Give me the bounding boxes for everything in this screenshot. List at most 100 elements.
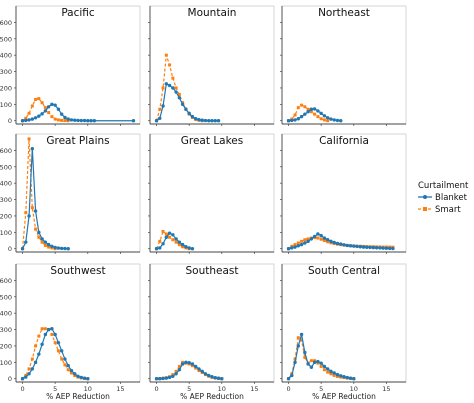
data-point-blanket bbox=[342, 375, 346, 379]
y-tick-label: 500 bbox=[0, 163, 12, 171]
data-point-blanket bbox=[158, 246, 162, 250]
data-point-blanket bbox=[213, 376, 217, 380]
data-point-blanket bbox=[69, 118, 74, 122]
data-point-blanket bbox=[79, 375, 83, 380]
data-point-blanket bbox=[73, 372, 77, 376]
data-point-smart bbox=[37, 235, 41, 239]
data-point-blanket bbox=[37, 352, 41, 356]
panel-title: Northeast bbox=[318, 7, 370, 19]
data-point-blanket bbox=[69, 368, 74, 373]
data-point-blanket bbox=[27, 118, 31, 122]
data-point-smart bbox=[161, 86, 165, 90]
legend: Curtailment Blanket Smart bbox=[418, 181, 469, 215]
x-axis-label: % AEP Reduction bbox=[312, 392, 376, 401]
y-tick-label: 300 bbox=[0, 68, 12, 76]
data-point-smart bbox=[177, 364, 181, 368]
data-point-blanket bbox=[184, 107, 188, 111]
panel-title: Pacific bbox=[61, 7, 95, 19]
y-tick-label: 0 bbox=[8, 117, 12, 125]
data-point-smart bbox=[66, 368, 70, 372]
data-point-smart bbox=[37, 334, 41, 338]
data-point-blanket bbox=[286, 119, 291, 123]
data-point-blanket bbox=[187, 246, 191, 250]
data-point-blanket bbox=[40, 112, 44, 116]
data-point-smart bbox=[34, 97, 38, 101]
data-point-blanket bbox=[24, 375, 28, 379]
panel-frame bbox=[15, 5, 141, 125]
panel-title: Mountain bbox=[188, 7, 237, 19]
y-tick-label: 300 bbox=[0, 326, 12, 334]
data-point-blanket bbox=[387, 246, 392, 251]
data-point-blanket bbox=[24, 240, 28, 244]
data-point-smart bbox=[50, 115, 54, 119]
data-point-blanket bbox=[322, 364, 327, 369]
data-point-blanket bbox=[171, 233, 175, 237]
data-point-blanket bbox=[161, 376, 165, 381]
data-point-blanket bbox=[355, 244, 359, 249]
data-point-blanket bbox=[303, 112, 307, 116]
data-point-blanket bbox=[86, 119, 90, 123]
facet-panel: Mountain bbox=[148, 5, 275, 126]
data-point-blanket bbox=[348, 376, 353, 380]
data-point-blanket bbox=[184, 360, 188, 365]
data-point-blanket bbox=[391, 246, 395, 251]
facet-panel: Great Plains0100200300400500600GW bbox=[0, 133, 141, 254]
data-point-blanket bbox=[345, 375, 349, 380]
data-point-blanket bbox=[40, 237, 44, 241]
data-point-smart bbox=[24, 211, 28, 215]
data-point-blanket bbox=[180, 362, 185, 366]
data-point-blanket bbox=[309, 365, 314, 369]
y-tick-label: 500 bbox=[0, 35, 12, 43]
y-tick-label: 300 bbox=[0, 196, 12, 204]
data-point-smart bbox=[309, 359, 313, 363]
data-point-blanket bbox=[213, 119, 217, 123]
panel-title: South Central bbox=[308, 265, 380, 277]
data-point-smart bbox=[303, 355, 307, 359]
data-point-blanket bbox=[306, 110, 310, 114]
data-point-blanket bbox=[43, 240, 48, 244]
data-point-smart bbox=[60, 118, 64, 122]
data-point-blanket bbox=[329, 369, 333, 374]
data-point-blanket bbox=[46, 327, 51, 332]
x-tick-label: 0 bbox=[20, 385, 24, 393]
data-point-blanket bbox=[207, 373, 211, 378]
data-point-smart bbox=[171, 76, 175, 80]
data-point-blanket bbox=[286, 247, 291, 251]
data-point-smart bbox=[293, 113, 297, 117]
data-point-smart bbox=[181, 245, 185, 249]
data-point-blanket bbox=[27, 372, 31, 376]
data-point-blanket bbox=[187, 360, 191, 365]
data-point-blanket bbox=[33, 209, 38, 213]
panel-title: California bbox=[319, 135, 369, 147]
legend-marker bbox=[423, 195, 427, 199]
data-point-blanket bbox=[158, 377, 162, 381]
legend-entry: Blanket bbox=[418, 193, 468, 203]
data-point-blanket bbox=[332, 240, 336, 245]
data-point-blanket bbox=[154, 119, 159, 123]
data-point-blanket bbox=[131, 119, 136, 123]
data-point-smart bbox=[300, 103, 304, 107]
data-point-blanket bbox=[66, 117, 70, 121]
data-point-blanket bbox=[180, 242, 185, 247]
data-point-blanket bbox=[161, 242, 165, 246]
data-point-blanket bbox=[161, 104, 165, 108]
data-point-blanket bbox=[325, 238, 330, 242]
data-point-blanket bbox=[319, 361, 323, 365]
data-point-blanket bbox=[193, 117, 198, 121]
data-point-blanket bbox=[329, 239, 333, 244]
data-point-blanket bbox=[33, 360, 38, 365]
data-point-blanket bbox=[86, 377, 90, 381]
data-point-smart bbox=[37, 97, 41, 101]
y-tick-label: 400 bbox=[0, 310, 12, 318]
data-point-blanket bbox=[154, 377, 159, 381]
data-point-blanket bbox=[216, 376, 221, 380]
legend-title: Curtailment bbox=[418, 181, 469, 191]
facet-panel: California bbox=[280, 133, 407, 254]
data-point-blanket bbox=[76, 118, 80, 123]
data-point-blanket bbox=[378, 246, 382, 250]
data-point-blanket bbox=[177, 368, 182, 372]
data-point-smart bbox=[50, 332, 54, 336]
data-point-smart bbox=[63, 363, 67, 367]
data-point-blanket bbox=[190, 362, 195, 366]
